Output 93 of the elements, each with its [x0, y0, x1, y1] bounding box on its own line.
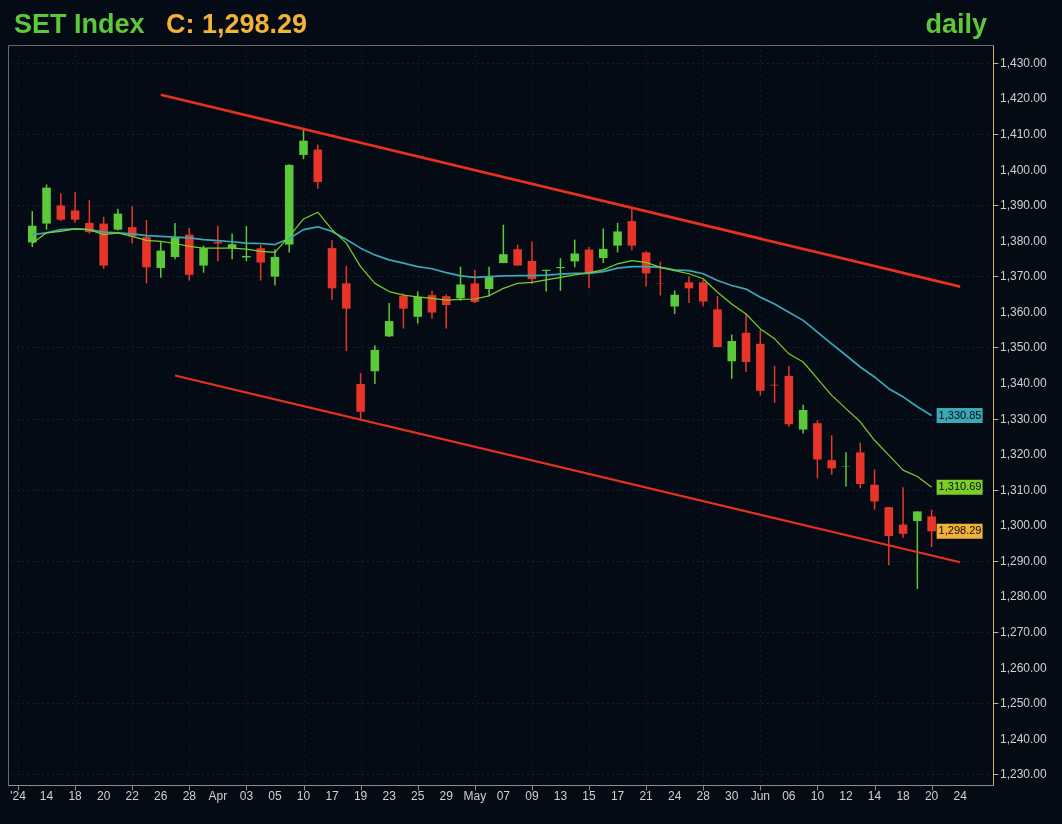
candlestick [898, 486, 908, 539]
candlestick [27, 210, 37, 248]
y-tick-label: 1,240.00 [1000, 731, 1048, 746]
candlestick [556, 257, 565, 292]
x-tick-label: 24 [953, 789, 968, 803]
x-tick-label: Apr [208, 789, 228, 803]
x-tick-label: 29 [439, 789, 454, 803]
x-tick-label: '24 [10, 789, 27, 803]
candlestick [827, 434, 836, 476]
x-tick-label: 07 [496, 789, 511, 803]
x-tick-label: 03 [239, 789, 254, 803]
y-tick-label: 1,250.00 [1000, 696, 1048, 711]
data-label: 1,310.69 [938, 480, 982, 493]
x-tick-label: 30 [725, 789, 739, 803]
x-tick-label: 13 [553, 789, 568, 803]
y-tick-label: 1,410.00 [1000, 126, 1048, 141]
candlestick [299, 128, 308, 160]
candlestick [570, 238, 580, 269]
x-tick-label: 05 [268, 789, 282, 803]
data-label: 1,330.85 [938, 408, 982, 421]
x-tick-label: 22 [125, 789, 140, 803]
candlestick [798, 403, 808, 435]
candlestick [599, 227, 608, 264]
y-tick-label: 1,270.00 [1000, 625, 1048, 640]
y-tick-label: 1,340.00 [1000, 375, 1048, 390]
x-tick-label: 20 [96, 789, 111, 803]
candlestick [913, 510, 922, 590]
x-tick-label: 19 [353, 789, 368, 803]
x-tick-label: 28 [182, 789, 197, 803]
x-tick-label: 17 [325, 789, 340, 803]
candlestick [113, 207, 123, 232]
x-tick-label: 18 [896, 789, 911, 803]
y-tick-label: 1,320.00 [1000, 447, 1048, 462]
x-tick-label: Jun [750, 789, 770, 803]
candlestick [670, 289, 679, 315]
x-tick-label: May [463, 789, 487, 803]
candlestick [256, 243, 265, 282]
candlestick [156, 241, 166, 279]
candlestick [513, 243, 522, 267]
x-tick-label: 09 [525, 789, 539, 803]
x-tick-label: 25 [411, 789, 425, 803]
candlestick [413, 290, 422, 325]
text: daily [925, 9, 987, 39]
candlestick [727, 333, 737, 380]
x-tick-label: 06 [782, 789, 796, 803]
y-tick-label: 1,300.00 [1000, 518, 1048, 533]
y-tick-label: 1,260.00 [1000, 660, 1048, 675]
y-tick-label: 1,360.00 [1000, 304, 1048, 319]
x-tick-label: 24 [667, 789, 682, 803]
y-tick-label: 1,400.00 [1000, 162, 1048, 177]
y-tick-label: 1,310.00 [1000, 482, 1048, 497]
candlestick [70, 191, 80, 224]
candlestick [270, 248, 280, 286]
x-tick-label: 28 [696, 789, 711, 803]
x-tick-label: 15 [582, 789, 596, 803]
y-tick-label: 1,290.00 [1000, 553, 1048, 568]
x-tick-label: 14 [867, 789, 882, 803]
y-tick-label: 1,350.00 [1000, 340, 1048, 355]
y-tick-label: 1,380.00 [1000, 233, 1048, 248]
candlestick [870, 468, 879, 511]
candlestick [427, 290, 437, 320]
x-tick-label: 10 [810, 789, 825, 803]
x-tick-label: 17 [610, 789, 625, 803]
candlestick [384, 302, 394, 338]
x-tick-label: 23 [382, 789, 397, 803]
text: 1,298.29 [938, 524, 982, 537]
x-tick-label: 26 [154, 789, 168, 803]
y-tick-label: 1,330.00 [1000, 411, 1048, 426]
candlestick [56, 192, 66, 222]
y-tick-label: 1,370.00 [1000, 269, 1048, 284]
x-tick-label: 10 [296, 789, 311, 803]
candlestick [698, 278, 708, 307]
y-tick-label: 1,280.00 [1000, 589, 1048, 604]
y-tick-label: 1,430.00 [1000, 55, 1048, 70]
candlestick [399, 292, 408, 330]
y-tick-label: 1,420.00 [1000, 91, 1048, 106]
candlestick [213, 224, 223, 263]
y-tick-label: 1,390.00 [1000, 198, 1048, 213]
text: C: 1,298.29 [166, 9, 308, 39]
x-tick-label: 18 [68, 789, 83, 803]
candlestick [456, 265, 465, 302]
x-tick-label: 14 [39, 789, 54, 803]
chart-title: SET Index [14, 9, 145, 39]
candlestick [370, 344, 380, 385]
x-tick-label: 12 [839, 789, 853, 803]
x-tick-label: 21 [639, 789, 654, 803]
candlestick [613, 222, 622, 254]
candlestick [684, 275, 694, 304]
candlestick [927, 508, 936, 548]
candlestick [199, 244, 208, 274]
x-tick-label: 20 [924, 789, 939, 803]
y-tick-label: 1,230.00 [1000, 767, 1048, 782]
candlestick [499, 223, 508, 264]
